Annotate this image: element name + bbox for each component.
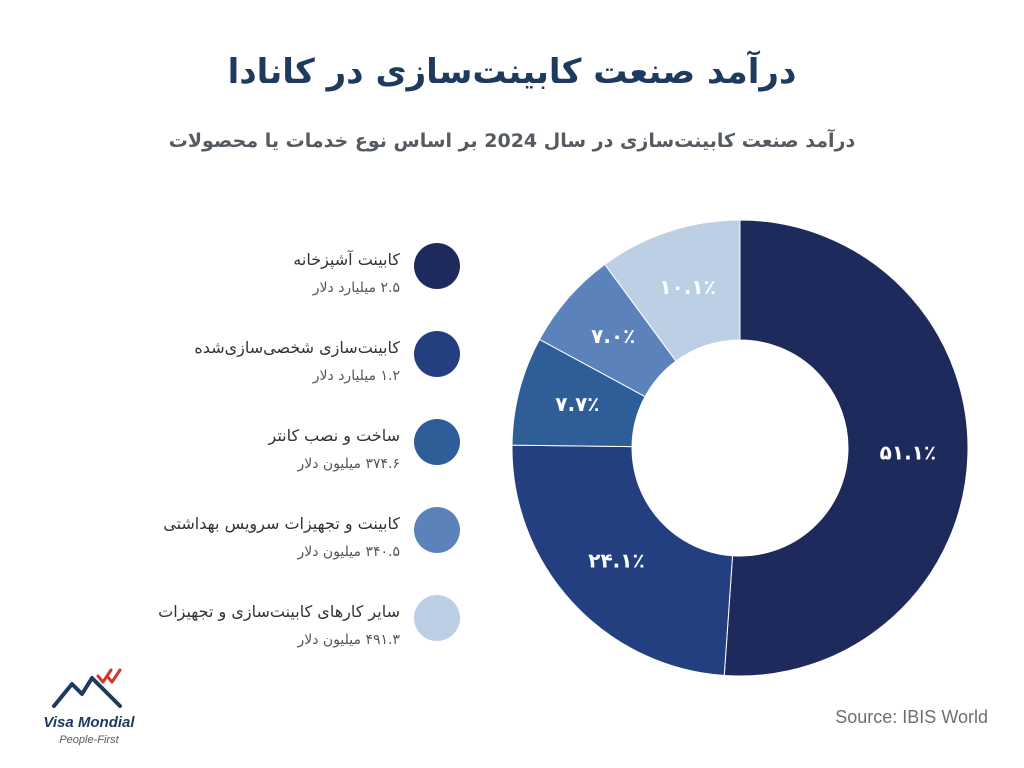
chart-subtitle: درآمد صنعت کابینت‌سازی در سال 2024 بر اس… xyxy=(168,130,856,152)
legend-item-other-cabinetry: سایر کارهای کابینت‌سازی و تجهیزات ۴۹۱.۳ … xyxy=(60,588,460,648)
donut-slice xyxy=(511,444,734,676)
legend-label: کابینت‌سازی شخصی‌سازی‌شده xyxy=(194,338,400,357)
legend-label: ساخت و نصب کانتر xyxy=(268,426,400,445)
legend-label: سایر کارهای کابینت‌سازی و تجهیزات xyxy=(158,602,400,621)
logo-tagline: People-First xyxy=(59,734,119,746)
legend-label: کابینت آشپزخانه xyxy=(293,250,400,269)
donut-slice xyxy=(604,219,741,362)
legend-value: ۳۴۰.۵ میلیون دلار xyxy=(297,544,400,560)
slice-percent-label: ۵۱.۱٪ xyxy=(880,440,936,464)
company-logo: Visa Mondial People-First xyxy=(34,664,144,754)
legend-item-custom-cabinetry: کابینت‌سازی شخصی‌سازی‌شده ۱.۲ میلیارد دل… xyxy=(60,324,460,384)
legend-item-bathroom-cabinets: کابینت و تجهیزات سرویس بهداشتی ۳۴۰.۵ میل… xyxy=(60,500,460,560)
donut-slice xyxy=(723,219,969,677)
legend-swatch xyxy=(414,331,460,377)
legend-swatch xyxy=(414,243,460,289)
legend-item-countertops: ساخت و نصب کانتر ۳۷۴.۶ میلیون دلار xyxy=(60,412,460,472)
legend-swatch xyxy=(414,507,460,553)
legend-item-kitchen-cabinets: کابینت آشپزخانه ۲.۵ میلیارد دلار xyxy=(60,236,460,296)
source-note: Source: IBIS World xyxy=(835,707,988,727)
legend-value: ۴۹۱.۳ میلیون دلار xyxy=(297,632,400,648)
legend-value: ۳۷۴.۶ میلیون دلار xyxy=(297,456,400,472)
slice-percent-label: ۱۰.۱٪ xyxy=(659,275,715,299)
legend-label: کابینت و تجهیزات سرویس بهداشتی xyxy=(163,514,400,533)
legend-value: ۲.۵ میلیارد دلار xyxy=(312,280,400,296)
legend-swatch xyxy=(414,595,460,641)
legend-value: ۱.۲ میلیارد دلار xyxy=(312,368,400,384)
slice-percent-label: ۲۴.۱٪ xyxy=(588,548,644,572)
slice-percent-label: ۷.۷٪ xyxy=(555,392,599,416)
legend-swatch xyxy=(414,419,460,465)
chart-title: درآمد صنعت کابینت‌سازی در کانادا xyxy=(227,52,797,92)
slice-percent-label: ۷.۰٪ xyxy=(591,324,635,348)
donut-chart: ۵۱.۱٪ ۲۴.۱٪ ۷.۷٪ ۷.۰٪ ۱۰.۱٪ xyxy=(511,219,969,677)
mountain-logo-icon xyxy=(52,668,122,708)
logo-name: Visa Mondial xyxy=(43,714,135,731)
